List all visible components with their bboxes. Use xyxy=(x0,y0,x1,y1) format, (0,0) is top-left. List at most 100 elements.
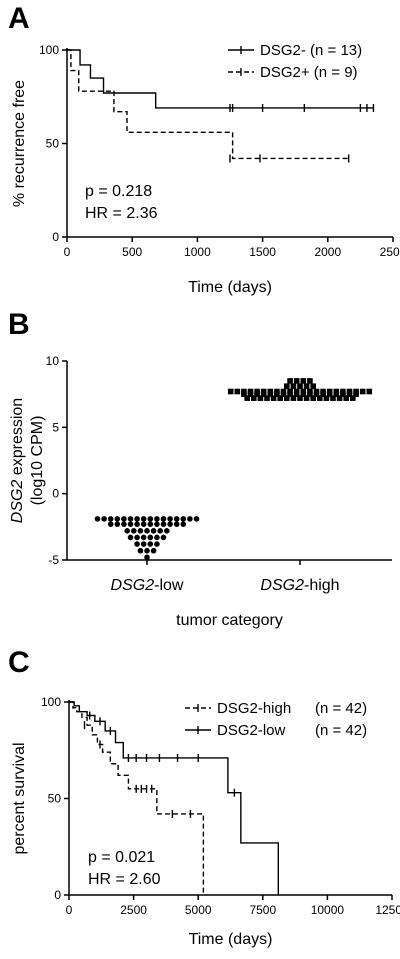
y-axis-title: DSG2 expression xyxy=(9,398,26,523)
legend-n-label: (n = 42) xyxy=(315,700,367,717)
stat-annotation: p = 0.218 xyxy=(85,183,152,200)
data-point xyxy=(366,388,373,395)
data-point xyxy=(264,395,270,401)
panel-letter: C xyxy=(8,646,30,679)
data-point xyxy=(137,528,144,534)
km-curve-1 xyxy=(69,701,205,895)
data-point xyxy=(303,395,310,401)
data-point xyxy=(274,391,280,397)
panel-c: C 0 50 100 0 2500 5000 7500 10000 12500 Time (days… xyxy=(8,646,400,948)
legend-n-label: (n = 42) xyxy=(315,722,367,739)
data-point xyxy=(293,378,300,384)
data-point xyxy=(297,383,303,390)
data-point xyxy=(144,528,150,534)
category-label: DSG2-low xyxy=(111,577,184,594)
data-point xyxy=(107,516,114,522)
data-point xyxy=(127,521,134,527)
data-point xyxy=(134,541,140,547)
y-tick-label: 10 xyxy=(46,354,60,368)
x-axis-title: Time (days) xyxy=(188,279,272,296)
data-point xyxy=(134,521,140,527)
data-point xyxy=(160,534,167,541)
y-axis-title: percent survival xyxy=(11,742,28,854)
legend-label: DSG2- (n = 13) xyxy=(260,42,362,59)
data-point xyxy=(127,516,134,522)
data-point xyxy=(284,383,290,390)
data-point xyxy=(350,395,356,401)
data-point xyxy=(150,528,157,534)
data-point xyxy=(310,395,316,401)
data-point xyxy=(267,391,274,397)
data-point xyxy=(307,391,313,397)
data-point xyxy=(160,516,167,522)
x-tick-label: 0 xyxy=(66,903,73,917)
data-point xyxy=(101,516,107,522)
y-tick-label: -5 xyxy=(48,553,59,567)
data-point xyxy=(300,378,307,384)
km-curve-1 xyxy=(67,49,374,109)
data-point xyxy=(293,391,300,397)
data-point xyxy=(277,395,283,401)
data-point xyxy=(300,391,307,397)
y-tick-label: 5 xyxy=(52,420,59,434)
data-point xyxy=(173,516,180,522)
data-point xyxy=(241,391,247,397)
x-tick-label: 5000 xyxy=(185,903,212,917)
data-point xyxy=(121,521,127,527)
data-point xyxy=(187,516,193,522)
data-point xyxy=(353,391,359,397)
data-point xyxy=(330,395,336,401)
data-point xyxy=(134,516,140,522)
data-point xyxy=(336,395,343,401)
data-point xyxy=(280,391,287,397)
data-point xyxy=(180,521,187,527)
data-point xyxy=(154,521,160,527)
data-point xyxy=(290,383,297,390)
data-point xyxy=(270,395,277,401)
data-point xyxy=(257,395,264,401)
data-point xyxy=(94,516,101,522)
legend-label: DSG2-high xyxy=(217,700,291,717)
data-point xyxy=(173,521,180,527)
data-point xyxy=(180,516,187,522)
data-point xyxy=(131,528,137,534)
data-point xyxy=(164,528,170,534)
data-point xyxy=(297,395,303,401)
data-point xyxy=(140,516,147,522)
data-point xyxy=(154,541,160,547)
data-point xyxy=(147,534,154,541)
panel-letter: B xyxy=(8,308,30,341)
data-point xyxy=(160,521,167,527)
data-point xyxy=(310,383,316,390)
legend-label: DSG2+ (n = 9) xyxy=(260,64,358,81)
data-point xyxy=(140,534,147,541)
y-tick-label: 0 xyxy=(54,888,61,902)
data-point xyxy=(127,534,134,541)
data-point xyxy=(290,395,297,401)
data-point xyxy=(333,391,340,397)
data-point xyxy=(323,395,330,401)
data-point xyxy=(114,516,121,522)
data-point xyxy=(140,521,147,527)
x-tick-label: 7500 xyxy=(249,903,276,917)
y-axis-title-line2: (log10 CPM) xyxy=(29,416,46,506)
data-point xyxy=(234,388,241,395)
x-tick-label: 0 xyxy=(64,245,71,259)
data-point xyxy=(313,391,320,397)
data-point xyxy=(147,516,154,522)
x-tick-label: 500 xyxy=(122,245,142,259)
data-point xyxy=(227,388,234,395)
data-point xyxy=(284,395,290,401)
data-point xyxy=(144,547,150,554)
data-point xyxy=(124,528,130,534)
data-point xyxy=(167,516,173,522)
panel-a: A05010005001000150020002500Time (days)% … xyxy=(8,2,400,296)
data-point xyxy=(157,528,163,534)
data-point xyxy=(150,547,157,554)
data-point xyxy=(134,534,140,541)
x-axis-title: tumor category xyxy=(176,612,283,629)
legend-label: DSG2-low xyxy=(217,722,286,739)
data-point xyxy=(107,521,114,527)
panel-b: B -5 0 5 10 DSG2-low DSG2-high tumor category DS… xyxy=(8,308,392,629)
